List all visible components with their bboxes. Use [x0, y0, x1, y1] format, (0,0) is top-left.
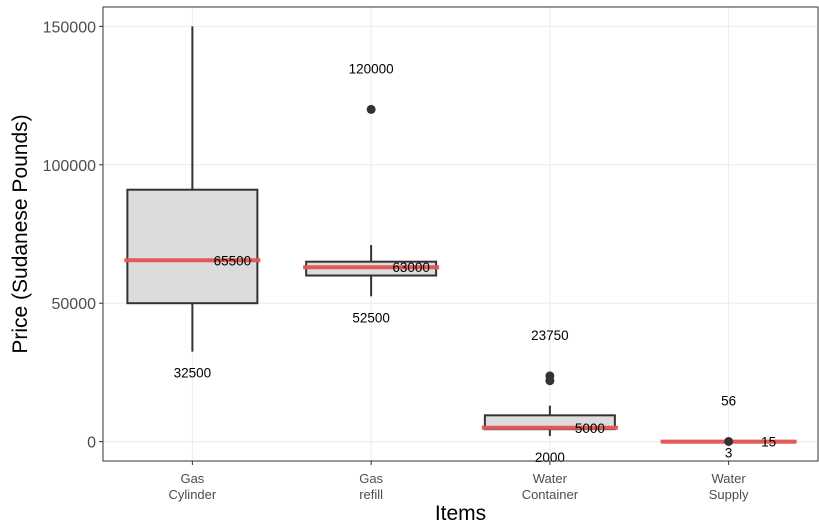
outlier-point [366, 104, 376, 114]
x-tick-label: Water [712, 471, 747, 486]
x-tick-label: Gas [359, 471, 383, 486]
x-tick-label: Cylinder [169, 487, 217, 502]
data-label: 5000 [575, 421, 605, 436]
data-label: 56 [721, 393, 736, 408]
data-label: 15 [761, 435, 776, 450]
data-label: 32500 [174, 366, 212, 381]
outlier-point [724, 436, 734, 446]
y-tick-label: 150000 [43, 19, 96, 36]
data-label: 52500 [352, 310, 390, 325]
y-tick-label: 100000 [43, 158, 96, 175]
y-axis-title: Price (Sudanese Pounds) [9, 114, 32, 353]
data-label: 63000 [392, 260, 430, 275]
data-label: 23750 [531, 328, 569, 343]
y-tick-label: 0 [87, 435, 96, 452]
box [126, 188, 259, 305]
y-axis: 0 50000 100000 150000 [43, 19, 103, 452]
y-tick-label: 50000 [52, 296, 97, 313]
x-tick-label: Water [533, 471, 568, 486]
x-axis-title: Items [435, 502, 486, 524]
x-axis: GasCylinderGasrefillWaterContainerWaterS… [169, 461, 749, 502]
box-group [660, 436, 797, 446]
outlier-point [545, 371, 555, 381]
box-group [481, 371, 618, 437]
x-tick-label: Supply [709, 487, 749, 502]
x-tick-label: Gas [180, 471, 204, 486]
panel-border [102, 6, 819, 462]
data-label: 65500 [214, 253, 252, 268]
boxplot-layer [124, 26, 797, 446]
box-group [124, 26, 261, 352]
annotation-layer: 6550032500120000630005250023750500020005… [174, 61, 777, 465]
x-tick-label: refill [359, 487, 383, 502]
box-group [303, 104, 440, 297]
data-label: 3 [725, 446, 733, 461]
x-tick-label: Container [522, 487, 579, 502]
data-label: 120000 [349, 61, 394, 76]
